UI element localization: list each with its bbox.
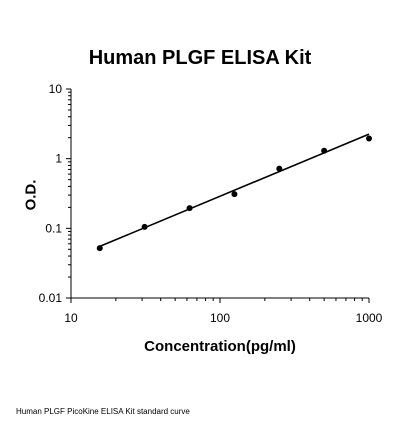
data-point	[141, 223, 148, 230]
data-point	[96, 245, 103, 252]
x-axis-label: Concentration(pg/ml)	[144, 338, 296, 355]
data-point	[321, 147, 328, 154]
data-point	[366, 135, 372, 142]
y-tick-label: 0.01	[39, 291, 63, 305]
data-point	[186, 205, 193, 212]
axes	[70, 89, 369, 299]
x-tick-label: 1000	[356, 311, 383, 325]
fit-curve	[99, 133, 370, 248]
data-point	[276, 165, 283, 172]
y-axis-label: O.D.	[22, 179, 40, 211]
y-tick-label: 10	[49, 82, 63, 96]
y-tick-label: 1	[55, 152, 62, 166]
data-points	[96, 135, 372, 252]
x-tick-label: 100	[210, 311, 230, 325]
x-tick-label: 10	[64, 311, 78, 325]
chart-title: Human PLGF ELISA Kit	[88, 47, 312, 69]
y-tick-label: 0.1	[45, 221, 62, 235]
tick-marks	[66, 88, 370, 303]
data-point	[231, 191, 238, 198]
tick-labels: 0.01 0.1 1 10 10 100 1000	[39, 82, 383, 325]
chart-caption: Human PLGF PicoKine ELISA Kit standard c…	[16, 407, 190, 416]
fit-line	[99, 133, 370, 248]
